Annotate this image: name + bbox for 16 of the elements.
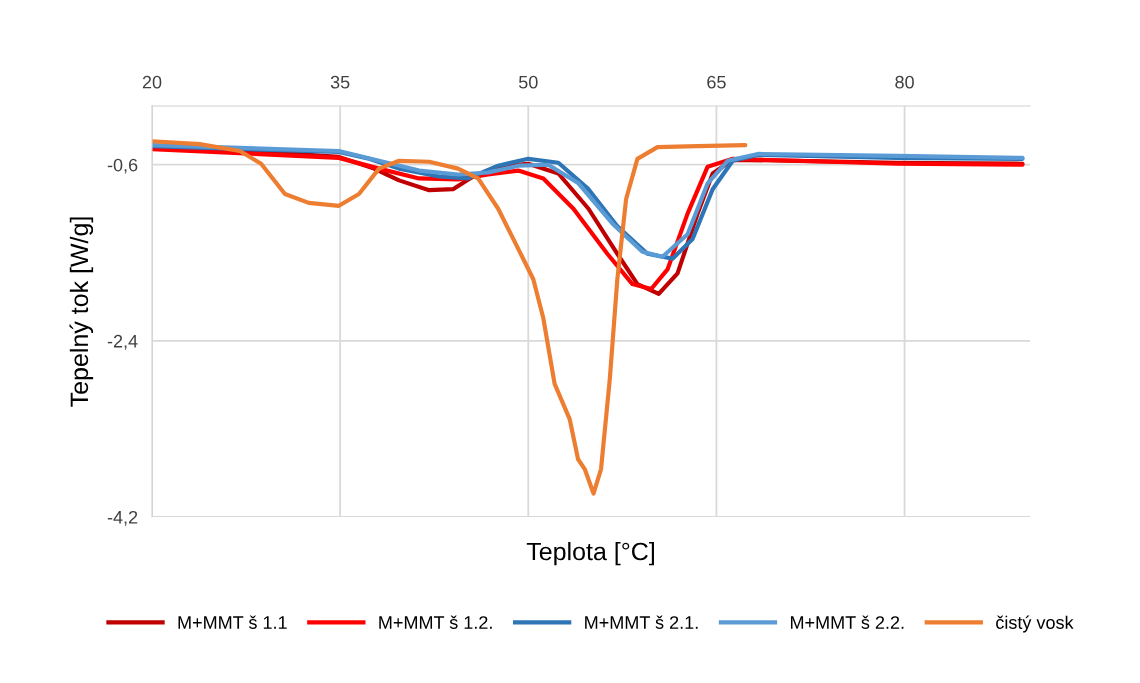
legend-label: M+MMT š 1.2. bbox=[379, 615, 492, 629]
legend-label: čistý vosk bbox=[996, 615, 1074, 633]
y-axis-title: Tepelný tok [W/g] bbox=[69, 217, 94, 407]
x-tick-label: 65 bbox=[707, 75, 726, 89]
y-tick-label: -4,2 bbox=[107, 510, 138, 526]
y-tick-label: -2,4 bbox=[107, 334, 138, 350]
line-series bbox=[152, 139, 748, 496]
legend-label: M+MMT š 1.1 bbox=[178, 615, 287, 629]
x-tick-label: 20 bbox=[142, 75, 162, 89]
y-tick-label: -0,6 bbox=[107, 158, 138, 174]
x-tick-label: 35 bbox=[330, 75, 350, 89]
x-tick-label: 80 bbox=[895, 75, 914, 89]
x-axis-title: Teplota [°C] bbox=[526, 542, 654, 566]
legend-label: M+MMT š 2.1. bbox=[585, 615, 698, 629]
x-tick-label: 50 bbox=[518, 75, 538, 89]
legend-label: M+MMT š 2.2. bbox=[790, 615, 904, 629]
